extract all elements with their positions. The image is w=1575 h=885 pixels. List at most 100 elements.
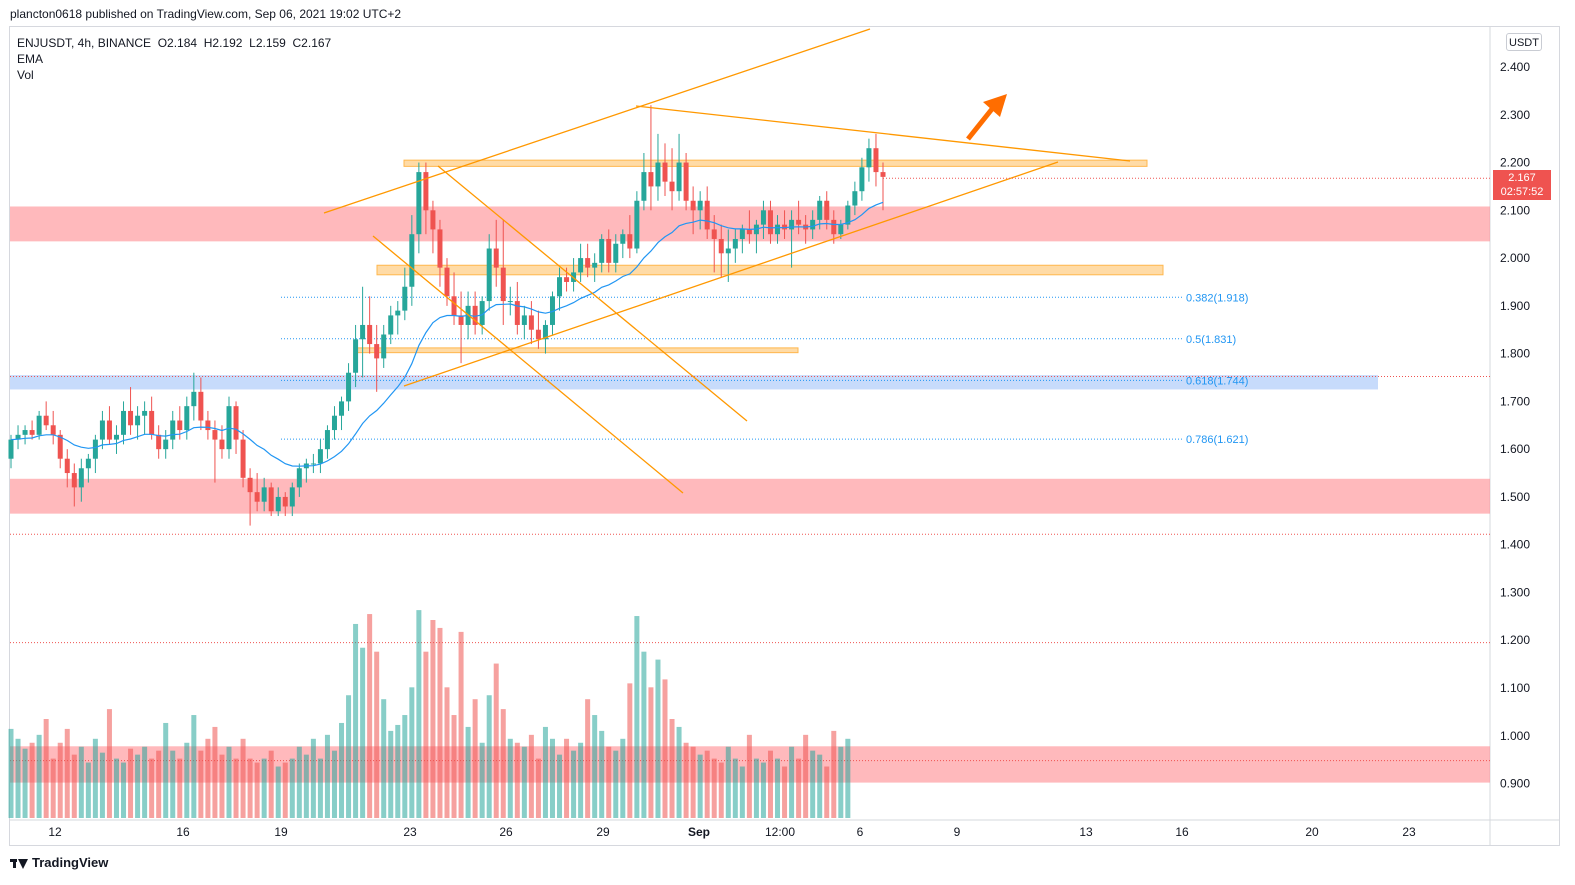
y-tick-9: 1.500 <box>1500 490 1530 504</box>
candle-body-108 <box>767 210 773 235</box>
candle-body-46 <box>331 415 337 431</box>
volume-bar-70 <box>500 709 506 818</box>
volume-bar-99 <box>704 750 710 818</box>
volume-bar-96 <box>683 742 689 818</box>
volume-bar-73 <box>521 746 527 818</box>
candle-body-5 <box>43 415 49 426</box>
candle-body-60 <box>430 210 436 230</box>
candle-body-8 <box>64 458 70 474</box>
candle-body-50 <box>360 324 366 340</box>
volume-bar-82 <box>585 699 591 818</box>
candle-body-88 <box>627 234 633 249</box>
trend-line-1 <box>403 161 1059 387</box>
volume-bar-36 <box>261 758 267 818</box>
volume-bar-48 <box>346 695 352 818</box>
volume-bar-106 <box>753 758 759 818</box>
candle-body-107 <box>760 210 766 225</box>
candle-body-59 <box>423 172 429 211</box>
volume-bar-29 <box>212 726 218 818</box>
x-tick-13: 23 <box>1402 825 1416 839</box>
candle-body-117 <box>831 219 837 235</box>
volume-bar-80 <box>571 750 577 818</box>
x-tick-8: 6 <box>857 825 864 839</box>
candle-body-26 <box>191 391 197 407</box>
candle-body-74 <box>528 315 534 330</box>
volume-bar-51 <box>367 614 373 818</box>
volume-bar-23 <box>170 750 176 818</box>
volume-bar-52 <box>374 651 380 818</box>
volume-bar-94 <box>669 719 675 818</box>
candle-body-0 <box>8 439 14 459</box>
vol-indicator-label[interactable]: Vol <box>17 68 34 82</box>
candle-body-92 <box>655 162 661 187</box>
candle-body-82 <box>585 258 591 268</box>
candle-body-9 <box>71 473 77 488</box>
candle-body-72 <box>514 301 520 325</box>
volume-bar-22 <box>163 722 169 818</box>
volume-bar-110 <box>782 766 788 818</box>
candle-body-104 <box>739 229 745 239</box>
volume-bar-1 <box>15 738 21 818</box>
candle-body-30 <box>219 439 225 450</box>
zone-orange-5 <box>355 347 799 354</box>
candle-body-68 <box>486 248 492 302</box>
volume-bar-53 <box>381 699 387 818</box>
volume-bar-86 <box>613 750 619 818</box>
ema-indicator-label[interactable]: EMA <box>17 52 44 66</box>
candle-body-16 <box>121 410 127 435</box>
candle-body-64 <box>458 315 464 325</box>
volume-bar-35 <box>254 762 260 818</box>
zone-orange-4 <box>376 264 1164 276</box>
volume-bar-20 <box>149 758 155 818</box>
volume-bar-25 <box>184 742 190 818</box>
volume-bar-108 <box>767 750 773 818</box>
volume-bar-61 <box>437 627 443 818</box>
volume-bar-59 <box>423 651 429 818</box>
volume-bar-71 <box>507 738 513 818</box>
volume-bar-18 <box>135 754 141 818</box>
volume-bar-5 <box>43 719 49 818</box>
volume-bar-72 <box>514 742 520 818</box>
candle-body-29 <box>212 430 218 440</box>
candle-body-90 <box>641 172 647 201</box>
volume-bar-57 <box>409 687 415 818</box>
volume-bar-9 <box>71 754 77 818</box>
volume-bar-34 <box>247 758 253 818</box>
x-tick-0: 12 <box>48 825 62 839</box>
y-tick-4: 2.000 <box>1500 251 1530 265</box>
volume-bar-44 <box>317 758 323 818</box>
volume-bar-88 <box>627 683 633 818</box>
volume-bar-103 <box>732 758 738 818</box>
last-price-value: 2.167 <box>1508 172 1536 184</box>
volume-bar-79 <box>564 738 570 818</box>
volume-bar-13 <box>99 752 105 818</box>
candle-body-79 <box>564 277 570 282</box>
candle-body-38 <box>275 496 281 512</box>
volume-bar-92 <box>655 659 661 818</box>
candle-body-111 <box>789 219 795 230</box>
volume-bar-83 <box>592 715 598 818</box>
volume-bar-7 <box>57 742 63 818</box>
volume-bar-118 <box>838 746 844 818</box>
candle-body-71 <box>507 301 513 303</box>
chart-frame <box>9 26 1560 846</box>
x-tick-7: 12:00 <box>765 825 795 839</box>
symbol-label[interactable]: ENJUSDT, 4h, BINANCE <box>17 36 152 50</box>
candle-body-102 <box>725 248 731 254</box>
y-tick-2: 2.200 <box>1500 156 1530 170</box>
volume-bar-101 <box>718 762 724 818</box>
trend-line-3 <box>437 165 748 422</box>
candle-body-55 <box>395 310 401 316</box>
volume-bar-89 <box>634 616 640 818</box>
volume-bar-31 <box>226 746 232 818</box>
currency-unit-button[interactable]: USDT <box>1506 33 1542 51</box>
candle-body-53 <box>381 334 387 359</box>
volume-bar-68 <box>486 695 492 818</box>
volume-bar-56 <box>402 715 408 818</box>
volume-bar-60 <box>430 620 436 818</box>
volume-bar-6 <box>50 758 56 818</box>
candle-body-105 <box>746 229 752 235</box>
candle-body-32 <box>233 406 239 440</box>
trend-line-4 <box>372 235 684 494</box>
